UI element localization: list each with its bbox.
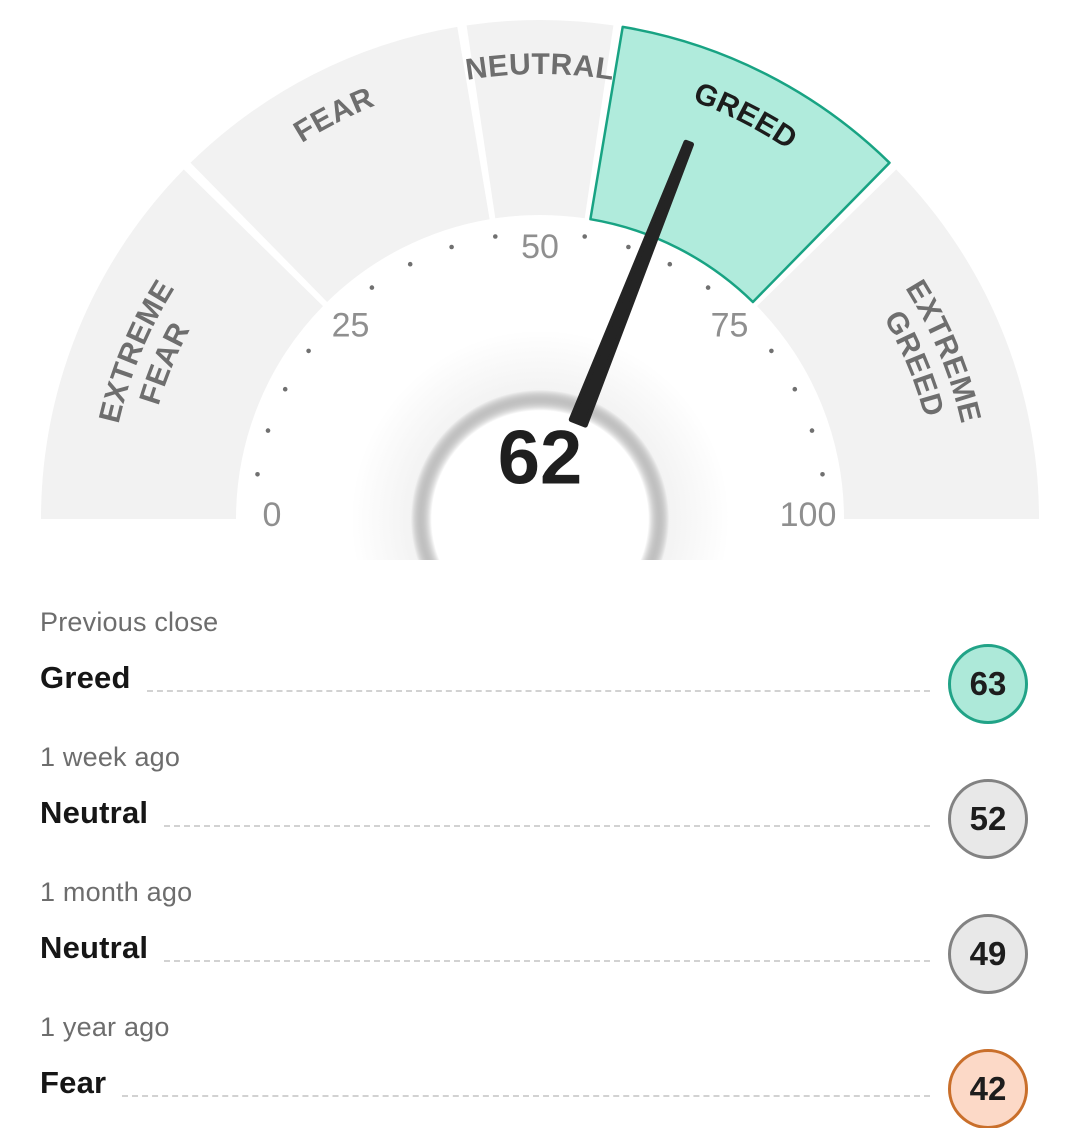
gauge-tick-dots xyxy=(255,234,825,477)
history-period-label: 1 year ago xyxy=(40,1012,170,1042)
dotted-leader xyxy=(164,960,930,962)
gauge-tick-label-0: 0 xyxy=(263,496,282,534)
history-period-label: 1 month ago xyxy=(40,877,193,907)
gauge-segment-fear xyxy=(190,26,490,303)
history-row: 1 week ago Neutral 52 xyxy=(0,741,1079,859)
gauge-container: EXTREME FEAR FEAR NEUTRAL GREED EXTREME GREED 0… xyxy=(0,0,1079,560)
dotted-leader xyxy=(146,690,930,692)
gauge-segment-extreme-greed xyxy=(757,169,1039,519)
history-row: 1 year ago Fear 42 xyxy=(0,1011,1079,1128)
gauge-tick-label-25: 25 xyxy=(332,307,370,345)
gauge-segment-neutral xyxy=(466,19,614,219)
history-row: 1 month ago Neutral 49 xyxy=(0,876,1079,994)
history-period-label: 1 week ago xyxy=(40,742,181,772)
history-score-badge: 63 xyxy=(948,644,1028,724)
gauge-segment-label-neutral: NEUTRAL xyxy=(463,48,616,87)
dotted-leader xyxy=(164,825,930,827)
history-sentiment-label: Greed xyxy=(40,660,131,695)
history-period-label: Previous close xyxy=(40,607,219,637)
gauge-needle xyxy=(568,139,694,428)
gauge-value: 62 xyxy=(498,416,583,501)
gauge-tick-label-100: 100 xyxy=(780,496,837,534)
history-score-badge: 49 xyxy=(948,914,1028,994)
history-sentiment-label: Neutral xyxy=(40,930,149,965)
gauge-center-halo xyxy=(350,329,730,560)
history-score-badge: 52 xyxy=(948,779,1028,859)
gauge-tick-label-50: 50 xyxy=(521,228,559,266)
history-row: Previous close Greed 63 xyxy=(0,606,1079,724)
history-score-badge: 42 xyxy=(948,1049,1028,1128)
gauge-segment-extreme-fear xyxy=(41,169,323,519)
history-sentiment-label: Neutral xyxy=(40,795,149,830)
history-list: Previous close Greed 63 1 week ago Neutr… xyxy=(0,606,1079,1128)
dotted-leader xyxy=(122,1095,930,1097)
fear-greed-gauge: EXTREMEFEARFEARNEUTRALGREEDEXTREMEGREED0… xyxy=(41,19,1039,560)
gauge-tick-label-75: 75 xyxy=(711,307,749,345)
history-sentiment-label: Fear xyxy=(40,1065,107,1100)
